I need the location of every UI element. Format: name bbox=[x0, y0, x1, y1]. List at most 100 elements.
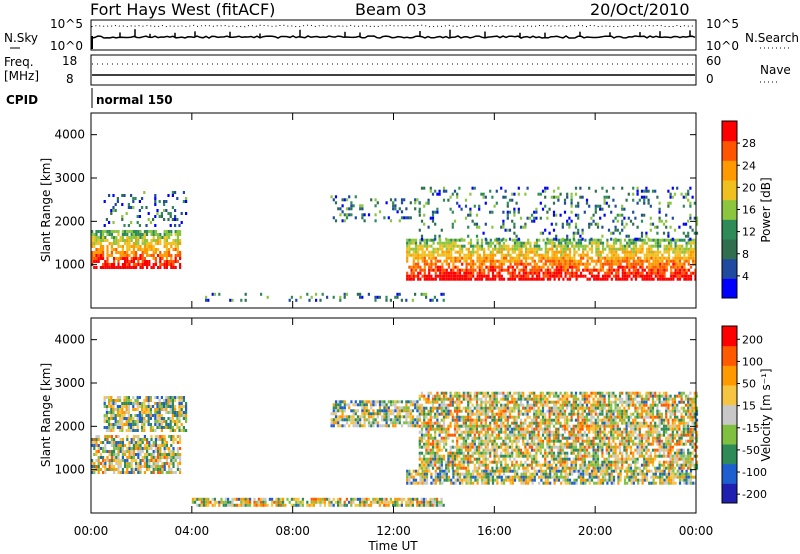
echo-cell bbox=[146, 462, 149, 465]
echo-cell bbox=[389, 421, 393, 425]
echo-cell bbox=[493, 394, 496, 398]
echo-cell bbox=[461, 481, 464, 485]
echo-cell bbox=[163, 465, 166, 468]
echo-cell bbox=[453, 424, 457, 428]
echo-cell bbox=[146, 456, 149, 459]
echo-cell bbox=[484, 424, 487, 428]
echo-cell bbox=[630, 241, 633, 245]
echo-cell bbox=[502, 394, 505, 398]
echo-cell bbox=[640, 189, 644, 193]
echo-cell bbox=[431, 406, 435, 410]
echo-cell bbox=[632, 210, 635, 214]
echo-cell bbox=[458, 403, 461, 407]
echo-cell bbox=[467, 262, 470, 266]
echo-cell bbox=[518, 271, 521, 275]
echo-cell bbox=[124, 257, 127, 260]
echo-cell bbox=[124, 263, 127, 266]
echo-cell bbox=[141, 266, 144, 269]
echo-cell bbox=[95, 453, 98, 456]
echo-cell bbox=[116, 408, 119, 411]
echo-cell bbox=[117, 266, 120, 269]
echo-cell bbox=[414, 292, 417, 296]
echo-cell bbox=[577, 204, 580, 208]
echo-cell bbox=[544, 481, 547, 485]
echo-cell bbox=[105, 405, 108, 408]
echo-cell bbox=[389, 298, 392, 302]
echo-cell bbox=[434, 265, 437, 269]
echo-cell bbox=[586, 472, 589, 476]
echo-cell bbox=[97, 447, 100, 450]
echo-cell bbox=[689, 469, 693, 473]
echo-cell bbox=[125, 399, 128, 402]
echo-cell bbox=[117, 465, 120, 468]
echo-cell bbox=[332, 295, 335, 299]
echo-cell bbox=[154, 435, 157, 438]
echo-cell bbox=[683, 250, 686, 254]
echo-cell bbox=[352, 421, 355, 425]
echo-cell bbox=[345, 292, 348, 296]
echo-cell bbox=[645, 277, 649, 281]
echo-cell bbox=[97, 239, 100, 242]
echo-cell bbox=[641, 469, 644, 473]
power-x-ticks bbox=[90, 113, 697, 308]
echo-cell bbox=[511, 265, 514, 269]
echo-cell bbox=[670, 268, 673, 272]
echo-cell bbox=[692, 241, 695, 245]
echo-cell bbox=[659, 274, 662, 278]
echo-cell bbox=[656, 238, 660, 242]
echo-cell bbox=[478, 409, 481, 413]
echo-cell bbox=[91, 230, 94, 233]
echo-cell bbox=[480, 406, 483, 410]
echo-cell bbox=[647, 189, 650, 193]
echo-cell bbox=[544, 475, 547, 479]
echo-cell bbox=[524, 409, 527, 413]
velocity-echo-layer bbox=[91, 391, 699, 507]
echo-cell bbox=[115, 236, 118, 239]
echo-cell bbox=[420, 439, 424, 443]
echo-cell bbox=[456, 412, 459, 416]
echo-cell bbox=[392, 204, 395, 208]
echo-cell bbox=[114, 414, 117, 417]
echo-cell bbox=[524, 406, 527, 410]
echo-cell bbox=[623, 238, 627, 242]
echo-cell bbox=[672, 262, 675, 266]
echo-cell bbox=[522, 225, 525, 229]
echo-cell bbox=[176, 218, 179, 221]
echo-cell bbox=[165, 254, 168, 257]
echo-cell bbox=[403, 421, 406, 425]
echo-cell bbox=[626, 271, 629, 275]
echo-cell bbox=[295, 298, 298, 302]
echo-cell bbox=[138, 417, 141, 420]
echo-cell bbox=[121, 402, 124, 405]
echo-cell bbox=[121, 468, 124, 471]
echo-cell bbox=[482, 442, 485, 446]
echo-cell bbox=[427, 412, 430, 416]
echo-cell bbox=[561, 237, 564, 241]
echo-cell bbox=[138, 420, 141, 423]
echo-cell bbox=[408, 247, 411, 251]
echo-cell bbox=[566, 259, 569, 263]
echo-cell bbox=[105, 426, 108, 429]
echo-cell bbox=[650, 253, 653, 257]
echo-cell bbox=[102, 447, 105, 450]
echo-cell bbox=[147, 423, 150, 426]
echo-cell bbox=[429, 406, 432, 410]
echo-cell bbox=[361, 409, 364, 413]
echo-cell bbox=[630, 271, 633, 275]
echo-cell bbox=[352, 204, 355, 208]
echo-cell bbox=[171, 420, 174, 423]
echo-cell bbox=[454, 271, 457, 275]
echo-cell bbox=[493, 415, 496, 419]
echo-cell bbox=[586, 253, 589, 257]
echo-cell bbox=[676, 244, 679, 248]
echo-cell bbox=[588, 478, 591, 482]
echo-cell bbox=[511, 247, 514, 251]
echo-cell bbox=[158, 414, 161, 417]
echo-cell bbox=[341, 415, 344, 419]
echo-cell bbox=[634, 271, 638, 275]
echo-cell bbox=[356, 424, 360, 428]
echo-cell bbox=[524, 259, 528, 263]
echo-cell bbox=[345, 216, 349, 220]
echo-cell bbox=[172, 260, 175, 263]
